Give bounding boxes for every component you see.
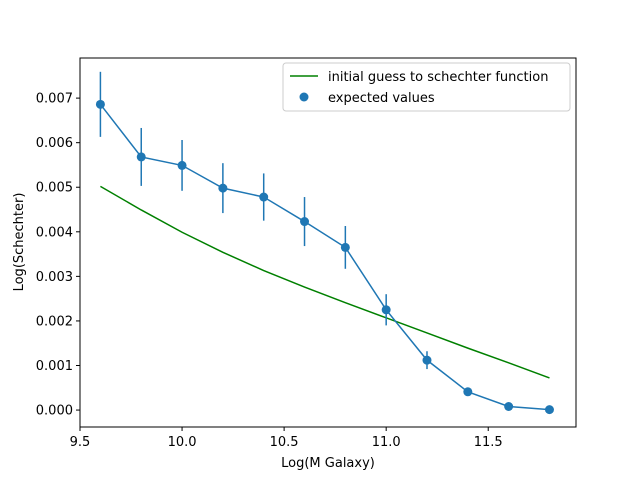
series-expected-values-line <box>99 103 550 411</box>
data-point <box>544 405 554 415</box>
data-point <box>177 160 187 170</box>
x-tick-label: 9.5 <box>70 435 91 450</box>
data-point <box>95 99 105 109</box>
data-point <box>504 402 514 411</box>
y-tick-label: 0.005 <box>36 181 73 196</box>
series-layer <box>95 71 554 415</box>
y-tick-label: 0.000 <box>36 404 73 419</box>
x-tick-label: 10.0 <box>168 435 197 450</box>
plot-frame <box>79 57 577 428</box>
y-tick-label: 0.004 <box>36 225 73 240</box>
legend-label-expected-values: expected values <box>328 91 435 106</box>
data-point <box>259 192 269 202</box>
x-tick-label: 11.5 <box>474 435 503 450</box>
y-tick-label: 0.001 <box>36 359 73 374</box>
x-axis-label: Log(M Galaxy) <box>281 456 375 471</box>
data-point <box>340 242 350 252</box>
legend-marker-swatch <box>299 92 309 102</box>
data-point <box>422 355 432 365</box>
legend: initial guess to schechter function expe… <box>282 62 571 112</box>
x-tick-label: 10.5 <box>270 435 299 450</box>
data-point <box>300 217 310 227</box>
y-tick-label: 0.003 <box>36 270 73 285</box>
series-initial-guess-line <box>100 185 550 379</box>
data-point <box>136 152 146 162</box>
data-point <box>381 305 391 315</box>
data-point <box>218 183 228 193</box>
y-tick-label: 0.006 <box>36 136 73 151</box>
y-tick-label: 0.002 <box>36 314 73 329</box>
axes-layer: 9.5 10.0 10.5 11.0 11.5 0.000 0.001 0.002 0.003 0… <box>36 92 503 450</box>
y-axis-label: Log(Schechter) <box>12 193 27 292</box>
legend-label-initial-guess: initial guess to schechter function <box>328 70 548 85</box>
legend-box <box>282 62 571 112</box>
y-tick-label: 0.007 <box>36 92 73 107</box>
data-point <box>463 387 473 397</box>
plot-area <box>80 58 576 427</box>
x-tick-label: 11.0 <box>372 435 401 450</box>
